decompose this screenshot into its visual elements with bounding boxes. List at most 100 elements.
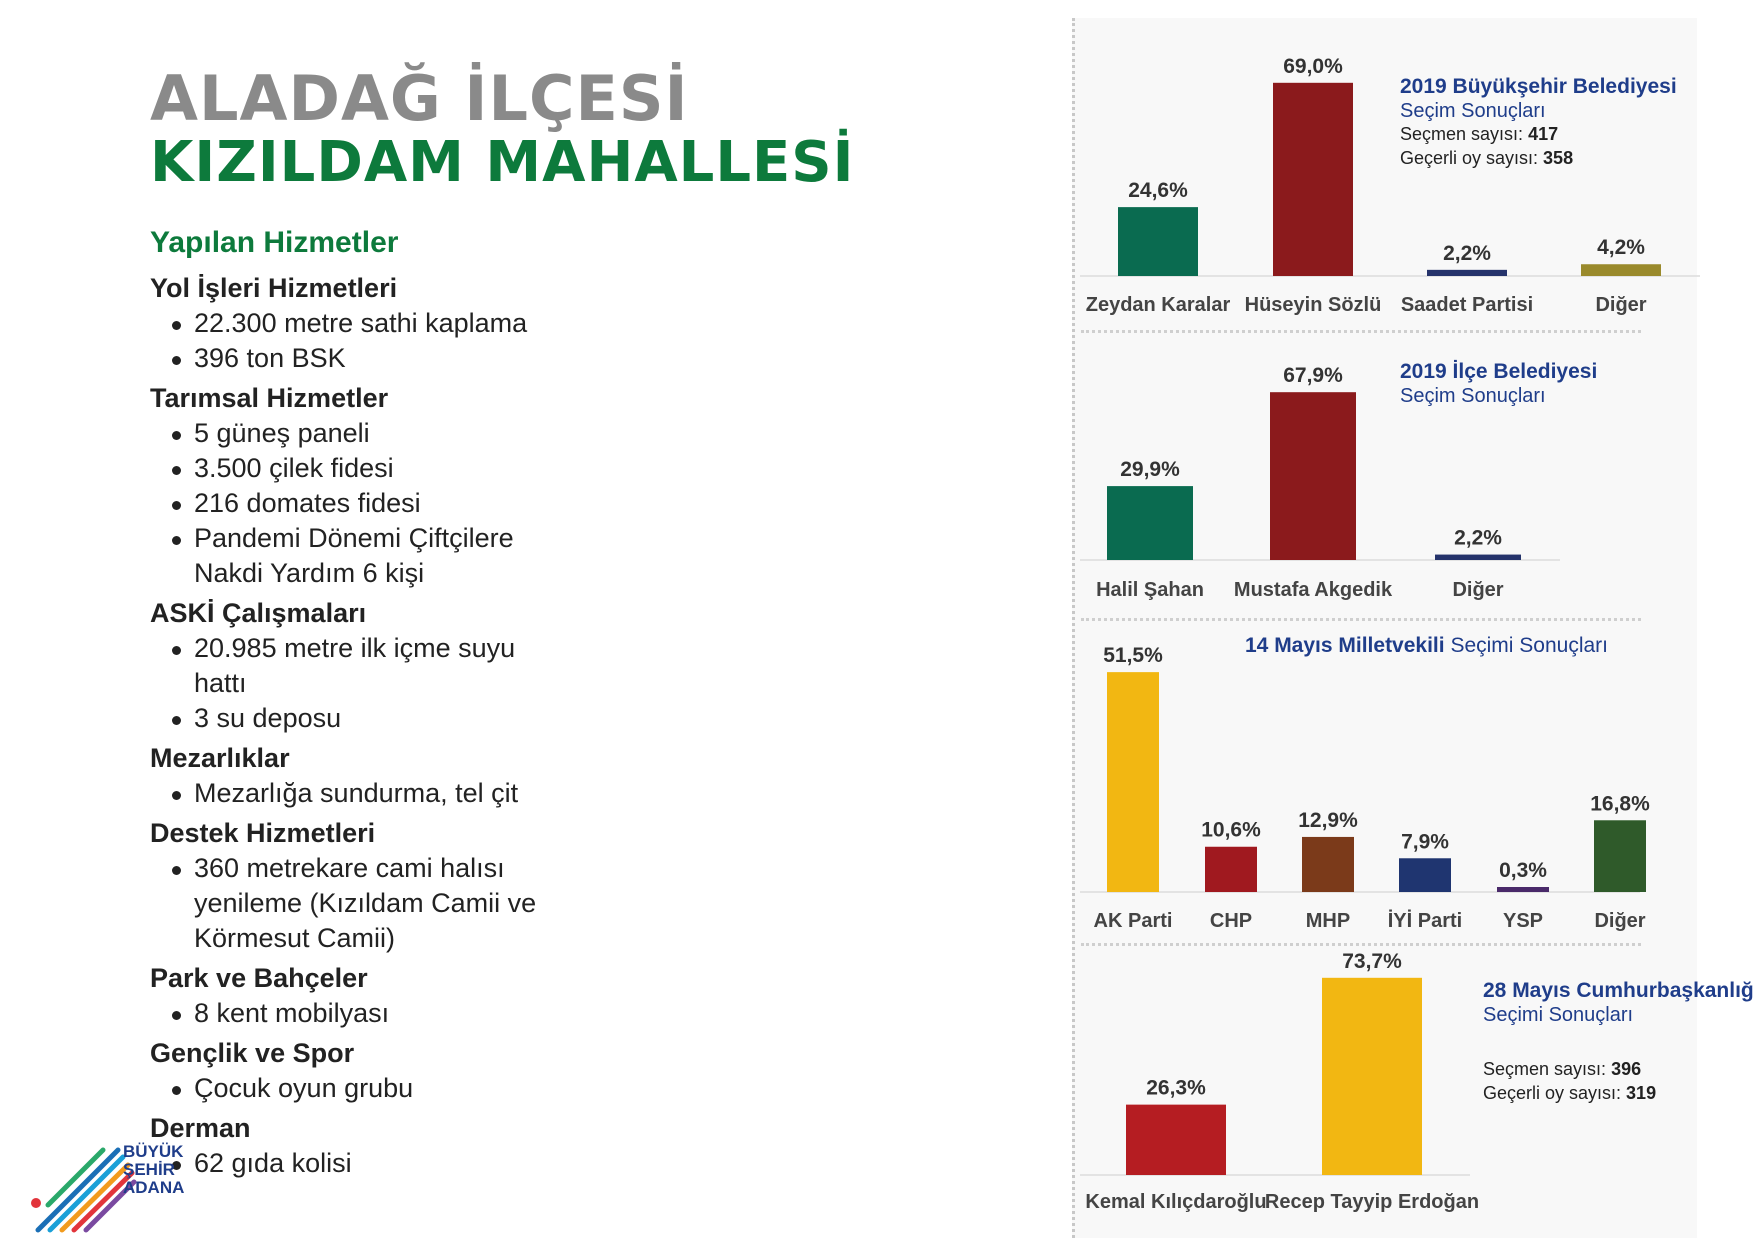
bar-value-label: 12,9% bbox=[1298, 809, 1358, 832]
services-body: Yol İşleri Hizmetleri 22.300 metre sathi … bbox=[150, 270, 910, 1181]
category-label: CHP bbox=[1210, 910, 1252, 932]
bar-value-label: 51,5% bbox=[1103, 644, 1163, 667]
chart-subtitle: Seçim Sonuçları bbox=[1400, 385, 1546, 407]
bar-value-label: 16,8% bbox=[1590, 792, 1650, 815]
service-item: 20.985 metre ilk içme suyu hattı bbox=[150, 631, 910, 701]
voter-info: Seçmen sayısı: 396 bbox=[1483, 1059, 1641, 1079]
bullet-icon bbox=[172, 716, 181, 725]
neighborhood-title: KIZILDAM MAHALLESİ bbox=[150, 130, 855, 195]
bullet-icon bbox=[172, 321, 181, 330]
service-category: ASKİ Çalışmaları bbox=[150, 598, 367, 628]
bar bbox=[1435, 554, 1521, 560]
bullet-icon bbox=[172, 466, 181, 475]
service-item: 8 kent mobilyası bbox=[150, 996, 910, 1031]
bar-value-label: 7,9% bbox=[1401, 830, 1449, 853]
services-list: Yapılan Hizmetler Yol İşleri Hizmetleri 2… bbox=[150, 226, 910, 1181]
bar bbox=[1594, 820, 1646, 892]
bar bbox=[1270, 392, 1356, 560]
category-label: MHP bbox=[1306, 910, 1350, 932]
bar bbox=[1399, 858, 1451, 892]
bullet-icon bbox=[172, 1011, 181, 1020]
category-label: Kemal Kılıçdaroğlu bbox=[1085, 1191, 1266, 1213]
bullet-icon bbox=[172, 1086, 181, 1095]
category-label: Diğer bbox=[1595, 294, 1646, 316]
bar-value-label: 26,3% bbox=[1146, 1077, 1206, 1100]
category-label: İYİ Parti bbox=[1388, 909, 1462, 932]
bar bbox=[1273, 82, 1353, 276]
service-category: Destek Hizmetleri bbox=[150, 818, 376, 848]
bar-value-label: 67,9% bbox=[1283, 364, 1343, 387]
bar-value-label: 29,9% bbox=[1120, 458, 1180, 481]
service-item: 5 güneş paneli bbox=[150, 416, 910, 451]
category-label: YSP bbox=[1503, 910, 1543, 932]
bar-value-label: 4,2% bbox=[1597, 236, 1645, 259]
category-label: Halil Şahan bbox=[1096, 579, 1204, 601]
separator bbox=[1081, 618, 1641, 621]
chart-subtitle: Seçimi Sonuçları bbox=[1483, 1004, 1633, 1026]
bullet-icon bbox=[172, 791, 181, 800]
bar bbox=[1322, 977, 1422, 1175]
chart-title: 2019 İlçe Belediyesi bbox=[1400, 360, 1597, 383]
voter-info: Geçerli oy sayısı: 358 bbox=[1400, 148, 1573, 168]
service-item: 22.300 metre sathi kaplama bbox=[150, 306, 910, 341]
chart-title: 28 Mayıs Cumhurbaşkanlığı bbox=[1483, 979, 1754, 1002]
bar bbox=[1497, 887, 1549, 892]
service-item: Mezarlığa sundurma, tel çit bbox=[150, 776, 910, 811]
district-title: ALADAĞ İLÇESİ bbox=[150, 62, 689, 135]
voter-info: Seçmen sayısı: 417 bbox=[1400, 124, 1558, 144]
bar bbox=[1107, 486, 1193, 560]
bar bbox=[1205, 846, 1257, 892]
bar bbox=[1302, 836, 1354, 892]
logo-mark-icon bbox=[31, 1147, 137, 1233]
bullet-icon bbox=[172, 646, 181, 655]
service-category: Tarımsal Hizmetler bbox=[150, 383, 389, 413]
category-label: AK Parti bbox=[1094, 910, 1173, 932]
service-category: Mezarlıklar bbox=[150, 743, 290, 773]
bar bbox=[1126, 1104, 1226, 1175]
service-category: Park ve Bahçeler bbox=[150, 963, 368, 993]
service-item: Pandemi Dönemi Çiftçilere Nakdi Yardım 6… bbox=[150, 521, 910, 591]
bullet-icon bbox=[172, 866, 181, 875]
service-category: Derman bbox=[150, 1113, 251, 1143]
logo-text-line2: ŞEHİR bbox=[123, 1160, 175, 1179]
bar-value-label: 0,3% bbox=[1499, 859, 1547, 882]
category-label: Zeydan Karalar bbox=[1086, 294, 1231, 316]
service-category: Gençlik ve Spor bbox=[150, 1038, 355, 1068]
chart-subtitle: Seçim Sonuçları bbox=[1400, 100, 1546, 122]
bar-value-label: 10,6% bbox=[1201, 819, 1261, 842]
service-item: 216 domates fidesi bbox=[150, 486, 910, 521]
bar bbox=[1107, 672, 1159, 892]
buyuksehir-adana-logo: BÜYÜK ŞEHİR ADANA bbox=[28, 1135, 218, 1235]
services-heading: Yapılan Hizmetler bbox=[150, 226, 399, 259]
bar-value-label: 24,6% bbox=[1128, 179, 1188, 202]
service-item: 396 ton BSK bbox=[150, 341, 910, 376]
bar bbox=[1118, 207, 1198, 276]
service-item: 3.500 çilek fidesi bbox=[150, 451, 910, 486]
service-item: Çocuk oyun grubu bbox=[150, 1071, 910, 1106]
service-category: Yol İşleri Hizmetleri bbox=[150, 273, 398, 303]
category-label: Diğer bbox=[1452, 579, 1503, 601]
category-label: Saadet Partisi bbox=[1401, 294, 1533, 316]
separator bbox=[1081, 330, 1641, 333]
bar bbox=[1427, 269, 1507, 276]
service-item: 360 metrekare cami halısı yenileme (Kızı… bbox=[150, 851, 910, 956]
bar-value-label: 2,2% bbox=[1443, 242, 1491, 265]
bullet-icon bbox=[172, 431, 181, 440]
bar-value-label: 69,0% bbox=[1283, 55, 1343, 78]
bar bbox=[1581, 264, 1661, 276]
logo-text-line1: BÜYÜK bbox=[123, 1142, 184, 1161]
category-label: Hüseyin Sözlü bbox=[1245, 294, 1382, 316]
separator bbox=[1081, 943, 1641, 946]
category-label: Recep Tayyip Erdoğan bbox=[1265, 1191, 1479, 1213]
bar-value-label: 2,2% bbox=[1454, 527, 1502, 550]
bullet-icon bbox=[172, 501, 181, 510]
bar-value-label: 73,7% bbox=[1342, 950, 1402, 973]
category-label: Mustafa Akgedik bbox=[1234, 579, 1393, 601]
service-item: 3 su deposu bbox=[150, 701, 910, 736]
chart-title: 2019 Büyükşehir Belediyesi bbox=[1400, 75, 1677, 98]
bullet-icon bbox=[172, 1161, 181, 1170]
category-label: Diğer bbox=[1594, 910, 1645, 932]
logo-text-line3: ADANA bbox=[123, 1178, 185, 1197]
bullet-icon bbox=[172, 356, 181, 365]
